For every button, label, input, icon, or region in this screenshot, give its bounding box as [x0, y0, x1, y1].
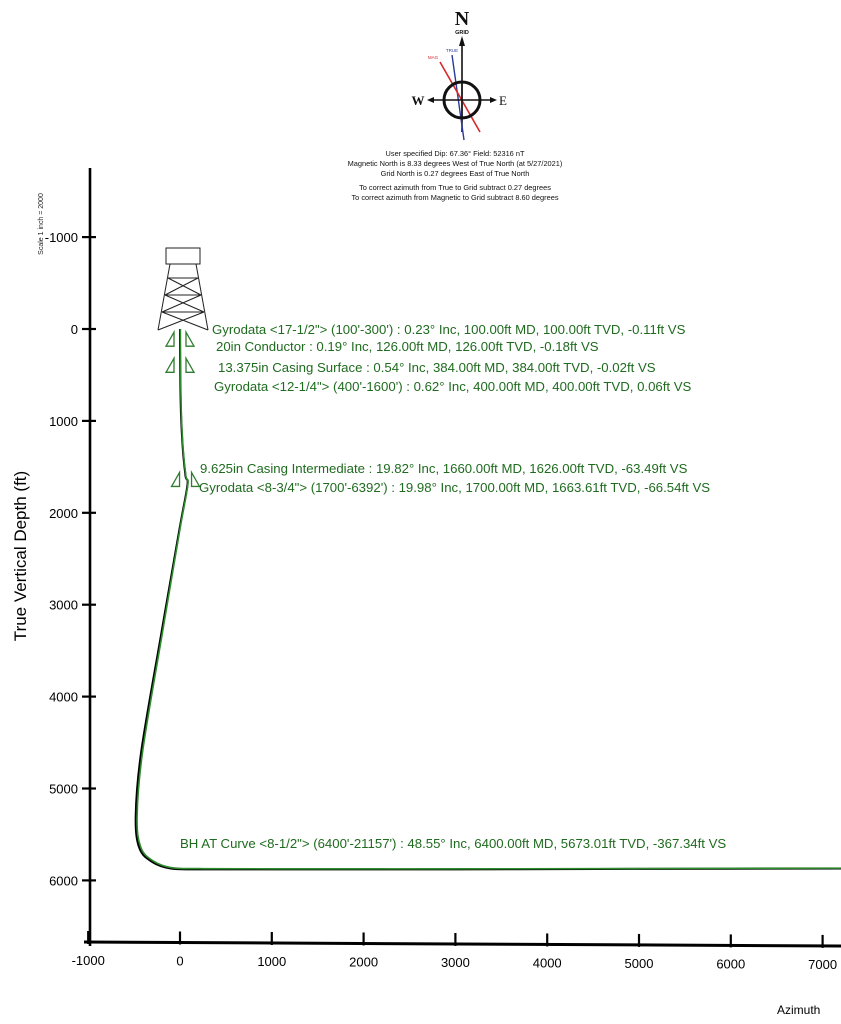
- compass-info-line: Grid North is 0.27 degrees East of True …: [381, 169, 530, 178]
- wellbore-series: [134, 328, 841, 871]
- grid-north-arrowhead: [459, 36, 465, 46]
- compass-info-line: User specified Dip: 67.36° Field: 52316 …: [386, 149, 525, 158]
- magnetic-north-line: [439, 61, 481, 133]
- annotation-label: Gyrodata <17-1/2"> (100'-300') : 0.23° I…: [212, 322, 686, 337]
- casing-shoe-marker: [164, 329, 196, 347]
- east-arrowhead: [490, 97, 497, 103]
- annotation-label: Gyrodata <8-3/4"> (1700'-6392') : 19.98°…: [199, 480, 710, 495]
- x-tick-label: 2000: [349, 954, 378, 969]
- annotation-label: Gyrodata <12-1/4"> (400'-1600') : 0.62° …: [214, 379, 692, 394]
- compass-info-line: To correct azimuth from True to Grid sub…: [359, 183, 551, 192]
- casing-shoe-right: [185, 355, 196, 373]
- compass-north-label: N: [455, 8, 470, 30]
- true-label: TRUE: [446, 48, 458, 53]
- x-tick-label: 1000: [257, 954, 286, 969]
- x-tick-label: 4000: [533, 955, 562, 970]
- y-tick-label: 0: [71, 322, 78, 337]
- x-tick-label: 6000: [716, 956, 745, 971]
- casing-shoe-marker: [164, 355, 196, 373]
- casing-shoe-left: [164, 355, 175, 373]
- west-arrowhead: [427, 97, 434, 103]
- y-tick-label: 6000: [49, 873, 78, 888]
- casing-shoe-right: [190, 469, 201, 488]
- x-tick-label: 5000: [625, 956, 654, 971]
- x-axis-label: Azimuth: [777, 1003, 820, 1017]
- casing-shoe-marker: [170, 469, 201, 488]
- compass-grid-label: GRID: [455, 30, 469, 36]
- casing-shoe-right: [185, 329, 196, 347]
- axis-ticks: -1000 0 1000 2000 3000 4000 5000 6000 -1000 0 1000…: [45, 230, 837, 972]
- annotations: Gyrodata <17-1/2"> (100'-300') : 0.23° I…: [180, 322, 726, 851]
- casing-shoe-left: [170, 469, 181, 488]
- true-north-line: [451, 54, 465, 141]
- y-tick-label: -1000: [45, 230, 78, 245]
- x-tick-label: -1000: [72, 953, 105, 968]
- wellbore-trajectory-line: [134, 328, 841, 871]
- compass-west-label: W: [412, 93, 425, 108]
- compass-info-line: Magnetic North is 8.33 degrees West of T…: [348, 159, 563, 168]
- x-tick-label: 0: [176, 954, 183, 969]
- x-tick-label: 7000: [808, 957, 837, 972]
- wellbore-trajectory-line: [136, 328, 841, 870]
- y-tick-label: 4000: [49, 690, 78, 705]
- x-tick-label: 3000: [441, 955, 470, 970]
- y-tick-label: 3000: [49, 598, 78, 613]
- y-axis-label: True Vertical Depth (ft): [11, 471, 30, 641]
- casing-shoe-left: [164, 329, 175, 347]
- annotation-label: 20in Conductor : 0.19° Inc, 126.00ft MD,…: [216, 339, 599, 354]
- scale-note: Scale 1 inch = 2000: [38, 193, 45, 255]
- compass-info-line: To correct azimuth from Magnetic to Grid…: [351, 193, 558, 202]
- y-tick-label: 5000: [49, 782, 78, 797]
- drilling-rig-icon: [157, 247, 209, 331]
- magnetic-label: MAG: [428, 55, 439, 60]
- compass-rose: N GRID TRUE MAG W E User specified Dip: …: [348, 8, 563, 202]
- annotation-label: BH AT Curve <8-1/2"> (6400'-21157') : 48…: [180, 836, 726, 851]
- casing-markers: [164, 329, 201, 488]
- annotation-label: 13.375in Casing Surface : 0.54° Inc, 384…: [218, 360, 656, 375]
- compass-east-label: E: [499, 93, 507, 108]
- annotation-label: 9.625in Casing Intermediate : 19.82° Inc…: [200, 461, 688, 476]
- y-tick-label: 2000: [49, 506, 78, 521]
- y-tick-label: 1000: [49, 414, 78, 429]
- x-axis-line: [83, 940, 841, 948]
